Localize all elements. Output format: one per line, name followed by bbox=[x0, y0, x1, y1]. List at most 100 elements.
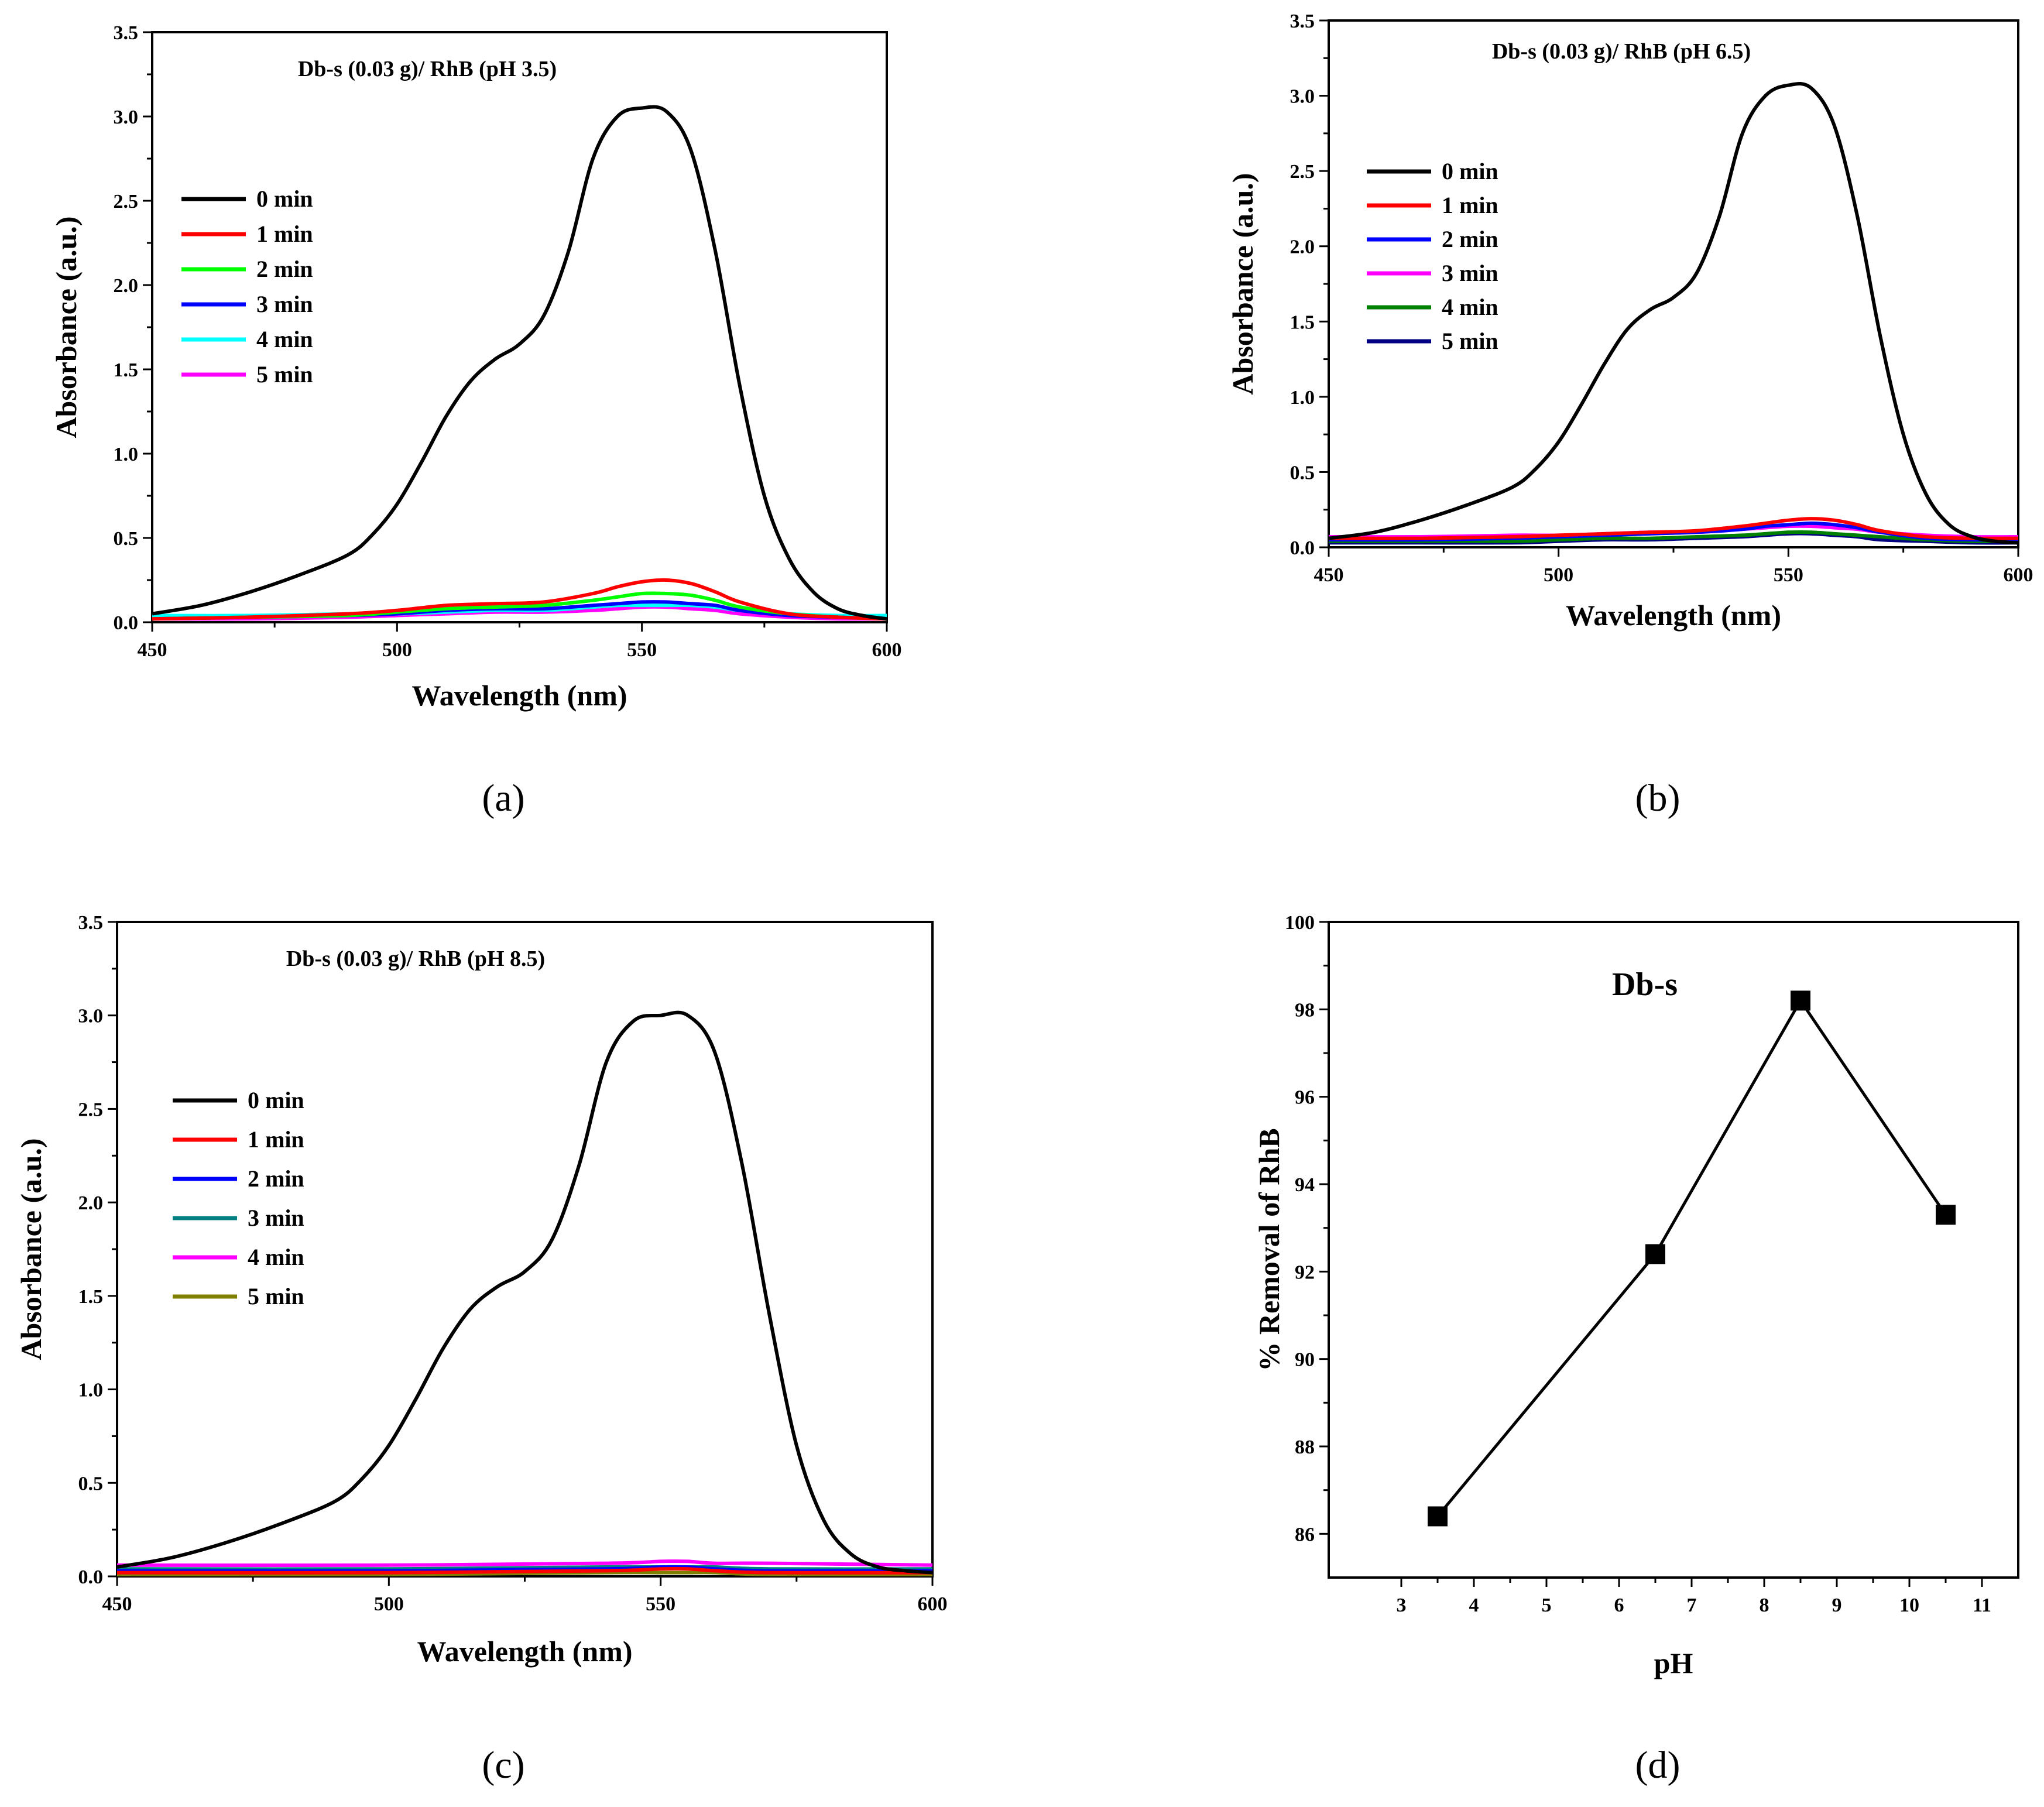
y-tick-label: 2.5 bbox=[114, 191, 139, 212]
y-tick-label: 98 bbox=[1295, 999, 1315, 1021]
x-tick-label: 550 bbox=[627, 639, 657, 661]
series-line-5-min bbox=[117, 1571, 932, 1576]
plot-frame bbox=[1328, 921, 2019, 1579]
x-axis-title: pH bbox=[1654, 1647, 1693, 1679]
data-point-marker bbox=[1428, 1506, 1448, 1527]
y-tick-label: 1.0 bbox=[114, 444, 139, 465]
x-tick-label: 4 bbox=[1469, 1595, 1479, 1616]
legend-label: 0 min bbox=[248, 1087, 304, 1113]
y-tick-label: 0.5 bbox=[78, 1473, 104, 1494]
series-line-2-min bbox=[117, 1565, 932, 1573]
y-tick-label: 100 bbox=[1285, 912, 1315, 934]
x-tick-label: 450 bbox=[102, 1593, 132, 1615]
y-tick-label: 3.0 bbox=[1290, 86, 1315, 108]
x-tick-label: 500 bbox=[382, 639, 412, 661]
x-tick-label: 600 bbox=[2004, 564, 2033, 586]
series-line-4-min bbox=[117, 1559, 932, 1568]
data-point-marker bbox=[1791, 990, 1810, 1011]
x-tick-label: 450 bbox=[1314, 564, 1344, 586]
y-tick-label: 3.5 bbox=[78, 912, 104, 934]
legend-label: 2 min bbox=[256, 256, 313, 282]
panel-label: (d) bbox=[1635, 1744, 1681, 1787]
y-tick-label: 1.0 bbox=[78, 1380, 104, 1401]
y-tick-label: 96 bbox=[1295, 1087, 1315, 1109]
x-tick-label: 9 bbox=[1832, 1595, 1842, 1616]
series-line-1-min bbox=[152, 578, 887, 621]
series-line-1-min bbox=[117, 1566, 932, 1575]
y-tick-label: 0.0 bbox=[114, 612, 139, 634]
legend-label: 0 min bbox=[1442, 158, 1498, 184]
x-tick-label: 600 bbox=[918, 1593, 948, 1615]
x-tick-label: 600 bbox=[872, 639, 902, 661]
y-tick-label: 2.0 bbox=[78, 1192, 104, 1214]
legend-label: 5 min bbox=[1442, 328, 1498, 354]
y-axis-title: Absorbance (a.u.) bbox=[50, 216, 83, 438]
series-line-Db-s bbox=[1436, 999, 1947, 1518]
panel-b: 450 500 550 600 0.0 0.5 1.0 1.5 2.0 2.5 3.0 3.5 Wave… bbox=[1226, 11, 2033, 820]
legend-label: 0 min bbox=[256, 186, 313, 212]
y-axis-title: Absorbance (a.u.) bbox=[1226, 173, 1259, 395]
series-line-4-min bbox=[1329, 530, 2018, 543]
series-line-0-min bbox=[1329, 81, 2018, 545]
chart-annotation: Db-s bbox=[1612, 966, 1678, 1003]
y-tick-label: 1.5 bbox=[114, 359, 139, 381]
y-tick-label: 2.5 bbox=[78, 1099, 104, 1120]
plot-frame bbox=[116, 921, 934, 1578]
y-tick-label: 2.5 bbox=[1290, 161, 1315, 183]
data-point-marker bbox=[1936, 1205, 1956, 1225]
x-tick-label: 7 bbox=[1687, 1595, 1697, 1616]
series-line-0-min bbox=[117, 1010, 932, 1575]
x-tick-label: 550 bbox=[646, 1593, 675, 1615]
plot-title: Db-s (0.03 g)/ RhB (pH 8.5) bbox=[286, 947, 545, 971]
x-axis-title: Wavelength (nm) bbox=[417, 1635, 632, 1668]
y-tick-label: 1.5 bbox=[78, 1286, 104, 1308]
y-axis-title: % Removal of RhB bbox=[1253, 1128, 1285, 1371]
series-line-0-min bbox=[152, 105, 887, 621]
x-axis-title: Wavelength (nm) bbox=[411, 679, 627, 712]
x-axis-title: Wavelength (nm) bbox=[1566, 599, 1781, 632]
y-tick-label: 3.0 bbox=[114, 107, 139, 128]
legend-label: 1 min bbox=[1442, 192, 1498, 218]
legend-label: 2 min bbox=[1442, 226, 1498, 252]
x-tick-label: 10 bbox=[1899, 1595, 1919, 1616]
legend-label: 3 min bbox=[256, 291, 313, 317]
y-tick-label: 3.5 bbox=[114, 22, 139, 44]
plot-title: Db-s (0.03 g)/ RhB (pH 3.5) bbox=[298, 57, 557, 81]
y-tick-label: 0.0 bbox=[1290, 537, 1315, 559]
panel-label: (c) bbox=[482, 1744, 524, 1787]
y-tick-label: 88 bbox=[1295, 1436, 1315, 1458]
legend-label: 2 min bbox=[248, 1165, 304, 1192]
legend-label: 5 min bbox=[248, 1283, 304, 1309]
x-tick-label: 6 bbox=[1614, 1595, 1624, 1616]
y-axis-title: Absorbance (a.u.) bbox=[15, 1138, 47, 1360]
x-tick-label: 8 bbox=[1760, 1595, 1769, 1616]
panel-a: 450 500 550 600 0.0 0.5 1.0 1.5 2.0 2.5 3.0 3.5 Wave… bbox=[50, 22, 902, 820]
panel-c: 450 500 550 600 0.0 0.5 1.0 1.5 2.0 2.5 3.0 3.5 Wave… bbox=[15, 912, 948, 1787]
x-tick-label: 11 bbox=[1973, 1595, 1991, 1616]
x-tick-label: 500 bbox=[374, 1593, 404, 1615]
x-tick-label: 550 bbox=[1774, 564, 1803, 586]
legend-label: 4 min bbox=[1442, 294, 1498, 320]
legend-label: 4 min bbox=[248, 1244, 304, 1270]
panel-d: 3 4 5 6 7 8 9 10 11 86 88 90 92 94 96 98 100 pH % Removal … bbox=[1253, 912, 2019, 1787]
y-tick-label: 3.0 bbox=[78, 1006, 104, 1027]
y-tick-label: 2.0 bbox=[114, 275, 139, 297]
x-tick-label: 450 bbox=[138, 639, 167, 661]
x-tick-label: 3 bbox=[1397, 1595, 1407, 1616]
x-tick-label: 500 bbox=[1544, 564, 1573, 586]
legend-label: 3 min bbox=[248, 1205, 304, 1231]
y-tick-label: 1.5 bbox=[1290, 311, 1315, 333]
legend-label: 5 min bbox=[256, 361, 313, 388]
y-tick-label: 92 bbox=[1295, 1261, 1315, 1283]
y-tick-label: 0.5 bbox=[114, 528, 139, 550]
legend-label: 1 min bbox=[256, 221, 313, 247]
y-tick-label: 94 bbox=[1295, 1174, 1315, 1196]
y-tick-label: 86 bbox=[1295, 1524, 1315, 1545]
plot-title: Db-s (0.03 g)/ RhB (pH 6.5) bbox=[1492, 39, 1751, 64]
panel-label: (a) bbox=[482, 777, 524, 820]
series-line-1-min bbox=[1329, 517, 2018, 540]
y-tick-label: 0.0 bbox=[78, 1566, 104, 1588]
y-tick-label: 3.5 bbox=[1290, 11, 1315, 32]
y-tick-label: 90 bbox=[1295, 1349, 1315, 1371]
